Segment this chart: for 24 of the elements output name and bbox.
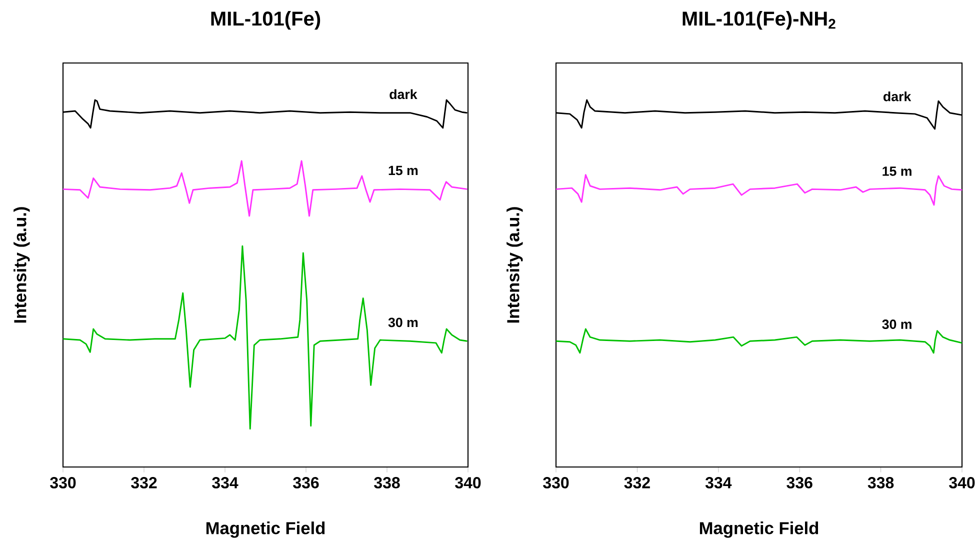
x-tick-label: 332 xyxy=(131,477,157,488)
x-tick-label: 338 xyxy=(868,477,894,488)
x-tick-label: 334 xyxy=(212,477,238,488)
x-tick-label: 338 xyxy=(374,477,400,488)
y-axis-title: Intensity (a.u.) xyxy=(506,207,523,323)
x-tick-label: 340 xyxy=(455,477,481,488)
x-tick-label: 330 xyxy=(543,477,569,488)
x-axis-title: Magnetic Field xyxy=(700,522,818,538)
x-tick-label: 336 xyxy=(786,477,812,488)
x-tick-label: 332 xyxy=(624,477,650,488)
x-axis-title: Magnetic Field xyxy=(206,522,325,538)
chart-title: MIL-101(Fe) xyxy=(211,11,320,30)
chart-title: MIL-101(Fe)-NH$_{2}$ xyxy=(682,11,836,30)
series-label: 15 m xyxy=(388,166,418,176)
x-tick-label: 330 xyxy=(50,477,76,488)
x-tick-label: 340 xyxy=(949,477,975,488)
series-label: 30 m xyxy=(882,320,912,330)
x-tick-label: 336 xyxy=(293,477,319,488)
series-label: dark xyxy=(390,89,418,100)
series-label: 15 m xyxy=(882,166,912,176)
x-tick-label: 334 xyxy=(705,477,732,488)
series-label: dark xyxy=(884,91,912,102)
series-label: 30 m xyxy=(388,318,418,328)
y-axis-title: Intensity (a.u.) xyxy=(14,207,30,323)
